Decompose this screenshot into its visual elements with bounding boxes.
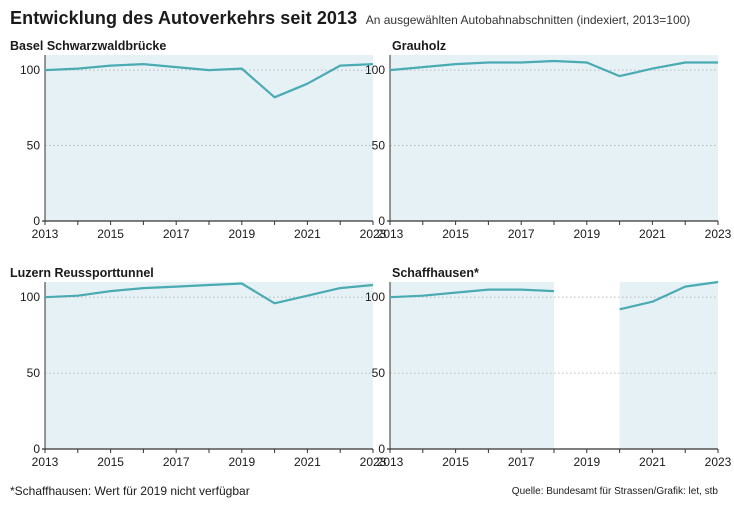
panel-title: Luzern Reussporttunnel xyxy=(10,266,154,280)
panel-title: Basel Schwarzwaldbrücke xyxy=(10,39,166,53)
x-tick-label: 2019 xyxy=(573,455,600,469)
x-tick-label: 2015 xyxy=(442,455,469,469)
y-tick-label: 100 xyxy=(20,290,40,304)
x-tick-label: 2017 xyxy=(163,227,190,241)
area-fill xyxy=(45,282,373,449)
x-tick-label: 2015 xyxy=(97,455,124,469)
series-line xyxy=(389,288,555,299)
y-tick-label: 0 xyxy=(378,214,385,228)
chart-title: Entwicklung des Autoverkehrs seit 2013 xyxy=(10,8,358,28)
x-tick-label: 2019 xyxy=(573,227,600,241)
x-tick-label: 2017 xyxy=(163,455,190,469)
x-tick-label: 2019 xyxy=(228,227,255,241)
area-fill xyxy=(390,282,554,449)
footnote: *Schaffhausen: Wert für 2019 nicht verfü… xyxy=(10,484,250,498)
x-tick-label: 2023 xyxy=(360,227,387,241)
y-tick-label: 50 xyxy=(27,139,41,153)
x-tick-label: 2013 xyxy=(377,455,404,469)
series-line xyxy=(44,62,374,99)
x-tick-label: 2017 xyxy=(508,227,535,241)
area-fill xyxy=(45,55,373,221)
x-tick-label: 2019 xyxy=(228,455,255,469)
y-tick-label: 0 xyxy=(33,442,40,456)
y-tick-label: 100 xyxy=(365,290,385,304)
x-tick-label: 2021 xyxy=(639,227,666,241)
series-line xyxy=(619,280,719,311)
x-tick-label: 2021 xyxy=(294,455,321,469)
series-line xyxy=(44,282,374,305)
x-tick-label: 2013 xyxy=(32,455,59,469)
area-fill xyxy=(390,55,718,221)
x-tick-label: 2015 xyxy=(97,227,124,241)
panel-title: Grauholz xyxy=(392,39,446,53)
y-tick-label: 0 xyxy=(378,442,385,456)
series-line xyxy=(389,59,718,78)
y-tick-label: 0 xyxy=(33,214,40,228)
y-tick-label: 50 xyxy=(372,366,386,380)
chart-header: Entwicklung des Autoverkehrs seit 2013 A… xyxy=(10,8,724,29)
panel-title: Schaffhausen* xyxy=(392,266,479,280)
x-tick-label: 2023 xyxy=(705,455,732,469)
y-tick-label: 100 xyxy=(20,63,40,77)
area-fill xyxy=(619,282,718,449)
x-tick-label: 2021 xyxy=(294,227,321,241)
x-tick-label: 2015 xyxy=(442,227,469,241)
x-tick-label: 2013 xyxy=(377,227,404,241)
y-tick-label: 50 xyxy=(27,366,41,380)
x-tick-label: 2013 xyxy=(32,227,59,241)
y-tick-label: 100 xyxy=(365,63,385,77)
x-tick-label: 2023 xyxy=(360,455,387,469)
chart-subtitle: An ausgewählten Autobahnabschnitten (ind… xyxy=(365,13,691,27)
source-note: Quelle: Bundesamt für Strassen/Grafik: l… xyxy=(511,486,718,497)
x-tick-label: 2023 xyxy=(705,227,732,241)
x-tick-label: 2021 xyxy=(639,455,666,469)
y-tick-label: 50 xyxy=(372,139,386,153)
x-tick-label: 2017 xyxy=(508,455,535,469)
